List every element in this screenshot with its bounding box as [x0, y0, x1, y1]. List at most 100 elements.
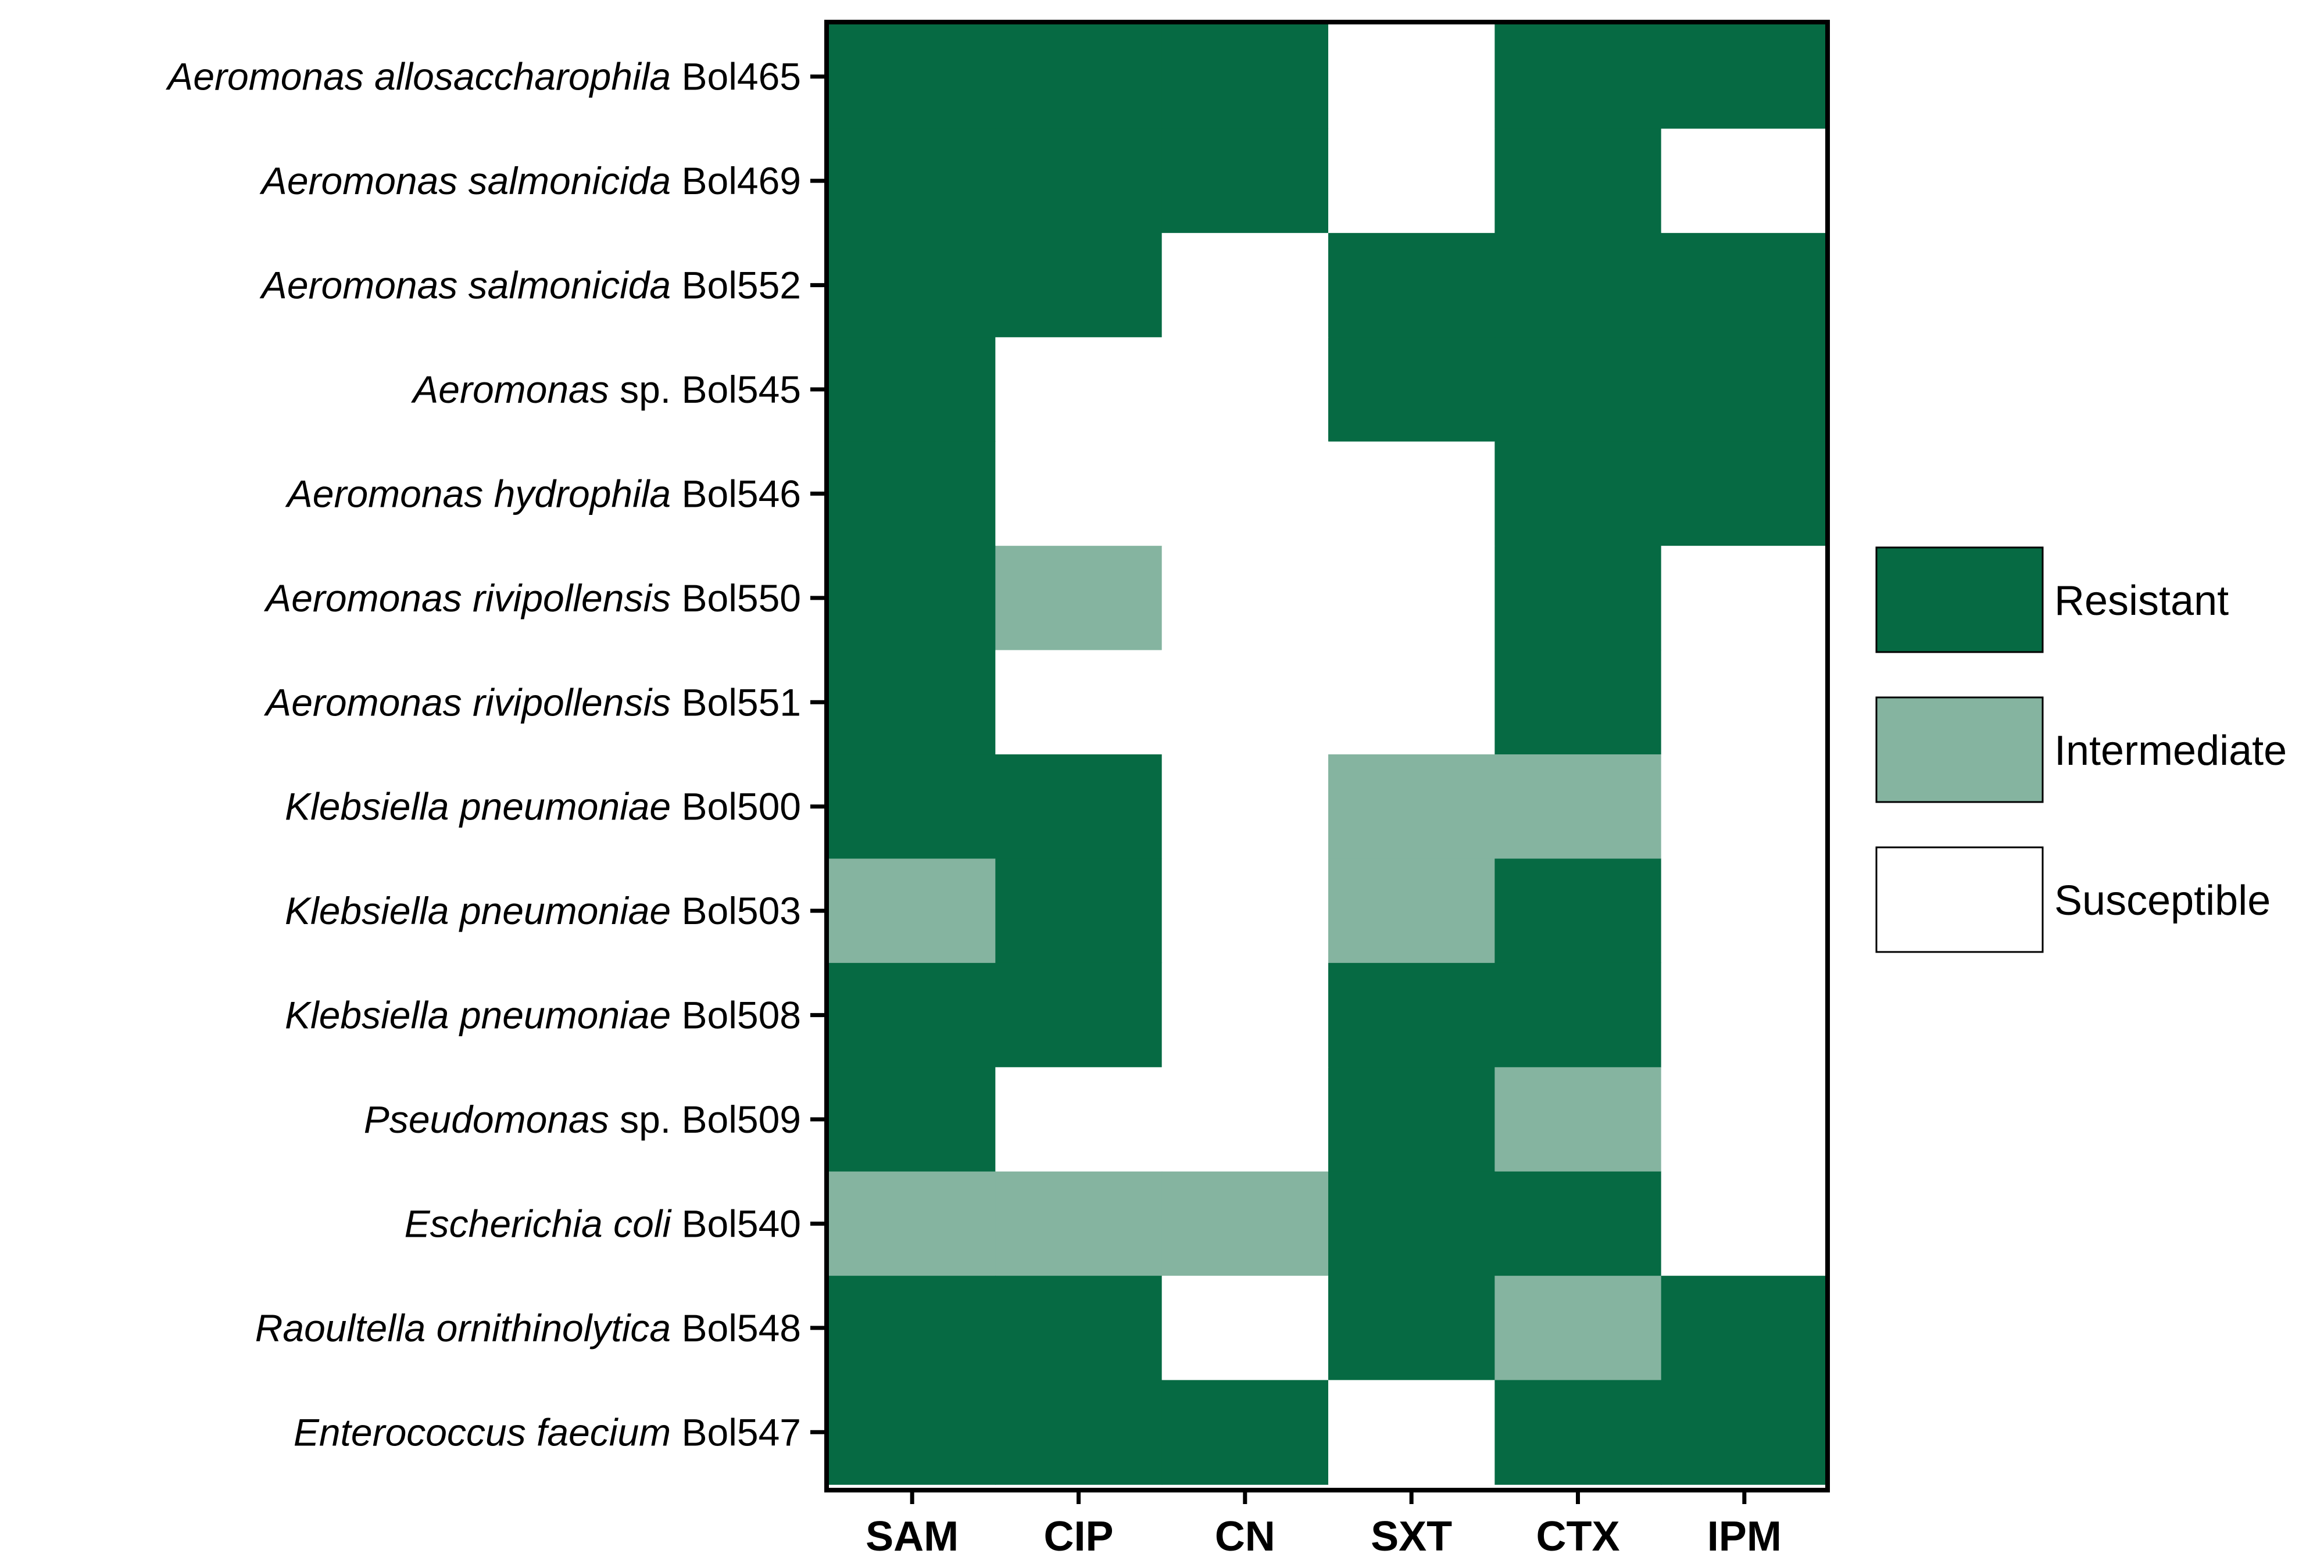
heatmap-cell [1328, 337, 1496, 442]
row-label-strain: Bol503 [671, 889, 801, 932]
column-label: CTX [1536, 1513, 1619, 1560]
heatmap-cell [1661, 754, 1828, 860]
heatmap-cell [995, 858, 1163, 964]
heatmap-cell [1661, 650, 1828, 755]
heatmap-cell [1494, 337, 1662, 442]
heatmap-cell [829, 1067, 996, 1172]
row-label-species: Aeromonas rivipollensis [263, 681, 671, 724]
row-label-species: Raoultella ornithinolytica [255, 1306, 671, 1349]
row-label-strain: Bol540 [671, 1202, 801, 1245]
row-label-species: Aeromonas hydrophila [285, 472, 671, 515]
column-labels: SAM CIP CN SXT CTX IPM [866, 1513, 1782, 1560]
heatmap-cell [1328, 1380, 1496, 1485]
heatmap-cell [1494, 650, 1662, 755]
row-label-strain: Bol545 [671, 368, 801, 411]
row-label-species: Aeromonas salmonicida [259, 159, 671, 202]
row-label-strain: Bol469 [671, 159, 801, 202]
row-label-strain: Bol500 [671, 785, 801, 828]
heatmap-cell [1161, 754, 1329, 860]
heatmap-cell [1161, 1067, 1329, 1172]
row-label-species: Pseudomonas [364, 1098, 609, 1141]
heatmap-cell [829, 337, 996, 442]
heatmap-cell [1661, 1171, 1828, 1276]
heatmap-cell [1161, 337, 1329, 442]
heatmap-cell [995, 128, 1163, 234]
heatmap-cell [1661, 24, 1828, 130]
heatmap-cell [1161, 650, 1329, 755]
row-label-strain: Bol551 [671, 681, 801, 724]
legend-swatch [1875, 546, 2044, 653]
heatmap-cell [995, 232, 1163, 338]
heatmap-cell [1494, 754, 1662, 860]
row-label: Pseudomonas sp. Bol509 [364, 1098, 801, 1141]
heatmap-cell [1328, 546, 1496, 651]
heatmap-cell [1494, 1276, 1662, 1381]
heatmap-cell [829, 546, 996, 651]
row-label-suffix: sp. [609, 1098, 671, 1141]
heatmap-cell [1661, 1380, 1828, 1485]
heatmap-cell [829, 754, 996, 860]
plot-frame [824, 20, 1830, 1492]
row-label: Aeromonas allosaccharophila Bol465 [165, 55, 801, 98]
legend-label: Intermediate [2054, 728, 2287, 774]
heatmap-cell [1328, 232, 1496, 338]
heatmap-cell [1161, 128, 1329, 234]
row-label: Aeromonas sp. Bol545 [410, 368, 801, 411]
heatmap-cell [995, 546, 1163, 651]
row-label-species: Klebsiella pneumoniae [285, 994, 671, 1037]
heatmap-cell [1494, 128, 1662, 234]
legend-swatch [1875, 846, 2044, 953]
row-label-strain: Bol465 [671, 55, 801, 98]
heatmap-cell [1661, 337, 1828, 442]
column-ticks [910, 1490, 1747, 1504]
heatmap-cell [1328, 128, 1496, 234]
heatmap-cell [1661, 546, 1828, 651]
heatmap-cell [995, 1276, 1163, 1381]
heatmap-cell [1494, 441, 1662, 546]
row-label-species: Aeromonas salmonicida [259, 264, 671, 307]
heatmap-cell [1161, 962, 1329, 1068]
heatmap-cell [1661, 232, 1828, 338]
heatmap-cell [1161, 441, 1329, 546]
legend-label: Resistant [2054, 578, 2229, 624]
row-label-species: Escherichia coli [405, 1202, 673, 1245]
heatmap-cell [829, 650, 996, 755]
row-label-strain: Bol508 [671, 994, 801, 1037]
row-labels: Aeromonas allosaccharophila Bol465Aeromo… [165, 55, 801, 1454]
heatmap-cell [1661, 128, 1828, 234]
heatmap-cell [1661, 1276, 1828, 1381]
row-label: Aeromonas rivipollensis Bol550 [263, 577, 801, 620]
heatmap-cell [1328, 962, 1496, 1068]
row-label-species: Aeromonas allosaccharophila [165, 55, 671, 98]
row-label-species: Aeromonas [410, 368, 609, 411]
row-label: Enterococcus faecium Bol547 [294, 1411, 801, 1454]
heatmap-cell [829, 1380, 996, 1485]
column-label: SAM [866, 1513, 959, 1560]
column-label: SXT [1371, 1513, 1452, 1560]
heatmap-cell [829, 24, 996, 130]
column-label: IPM [1707, 1513, 1782, 1560]
heatmap-cell [1494, 1067, 1662, 1172]
row-label: Aeromonas hydrophila Bol546 [285, 472, 801, 515]
heatmap-cell [995, 337, 1163, 442]
column-label: CIP [1043, 1513, 1113, 1560]
row-label: Escherichia coli Bol540 [405, 1202, 801, 1245]
heatmap-cell [1661, 441, 1828, 546]
row-label: Aeromonas salmonicida Bol552 [259, 264, 801, 307]
row-label-species: Enterococcus faecium [294, 1411, 671, 1454]
row-label-strain: Bol546 [671, 472, 801, 515]
row-label-species: Klebsiella pneumoniae [285, 785, 671, 828]
heatmap-cell [995, 962, 1163, 1068]
row-label-species: Aeromonas rivipollensis [263, 577, 671, 620]
heatmap-cell [1328, 754, 1496, 860]
heatmap-cell [1161, 1171, 1329, 1276]
heatmap-cell [1328, 1171, 1496, 1276]
heatmap-cell [1661, 1067, 1828, 1172]
heatmap-cell [829, 232, 996, 338]
heatmap-cell [829, 962, 996, 1068]
heatmap-cell [829, 441, 996, 546]
row-label: Aeromonas salmonicida Bol469 [259, 159, 801, 202]
heatmap-cell [1494, 1380, 1662, 1485]
row-label-strain: Bol548 [671, 1306, 801, 1349]
